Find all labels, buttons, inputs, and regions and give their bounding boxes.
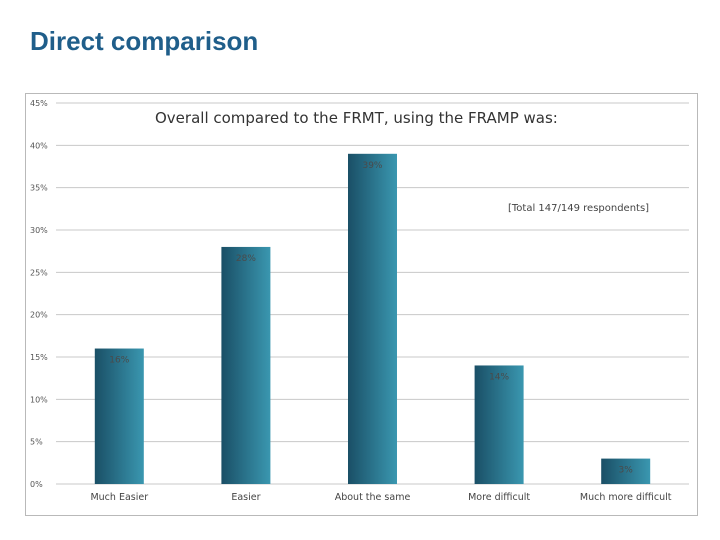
y-tick-label: 40% (30, 141, 48, 150)
x-tick-label: About the same (335, 492, 411, 503)
y-tick-label: 20% (30, 311, 48, 320)
data-label: 16% (109, 356, 129, 366)
chart-title: Overall compared to the FRMT, using the … (155, 109, 558, 127)
y-tick-label: 45% (30, 99, 48, 108)
bar-more-difficult (474, 365, 524, 484)
bar-about-the-same (348, 153, 397, 485)
data-label: 3% (619, 466, 634, 476)
y-tick-label: 35% (30, 184, 48, 193)
data-label: 28% (236, 254, 256, 264)
x-tick-label: Easier (231, 492, 260, 503)
bar-much-more-difficult (601, 458, 651, 484)
x-tick-label: Much more difficult (580, 492, 672, 503)
bar-easier (221, 246, 271, 484)
y-tick-label: 5% (30, 438, 43, 447)
bar-chart: 0% 5% 10% 15% 20% 25% 30% 35% 40% 45% 16% 28% 39% 14… (30, 99, 689, 503)
y-tick-label: 10% (30, 395, 48, 404)
x-tick-label: Much Easier (90, 492, 148, 503)
chart-frame: 0% 5% 10% 15% 20% 25% 30% 35% 40% 45% 16% 28% 39% 14… (25, 93, 698, 516)
y-tick-label: 15% (30, 353, 48, 362)
bar-much-easier (94, 348, 144, 484)
y-tick-label: 30% (30, 226, 48, 235)
data-label: 14% (489, 372, 509, 382)
x-tick-label: More difficult (468, 492, 530, 503)
y-tick-label: 0% (30, 480, 43, 489)
data-label: 39% (362, 161, 382, 171)
y-tick-label: 25% (30, 268, 48, 277)
y-axis-ticks: 0% 5% 10% 15% 20% 25% 30% 35% 40% 45% (30, 99, 48, 489)
x-axis-categories: Much Easier Easier About the same More diff… (90, 492, 671, 503)
data-labels: 16% 28% 39% 14% 3% (109, 161, 633, 476)
chart-annotation: [Total 147/149 respondents] (508, 203, 649, 214)
bars (94, 153, 651, 485)
slide-title: Direct comparison (30, 26, 259, 56)
